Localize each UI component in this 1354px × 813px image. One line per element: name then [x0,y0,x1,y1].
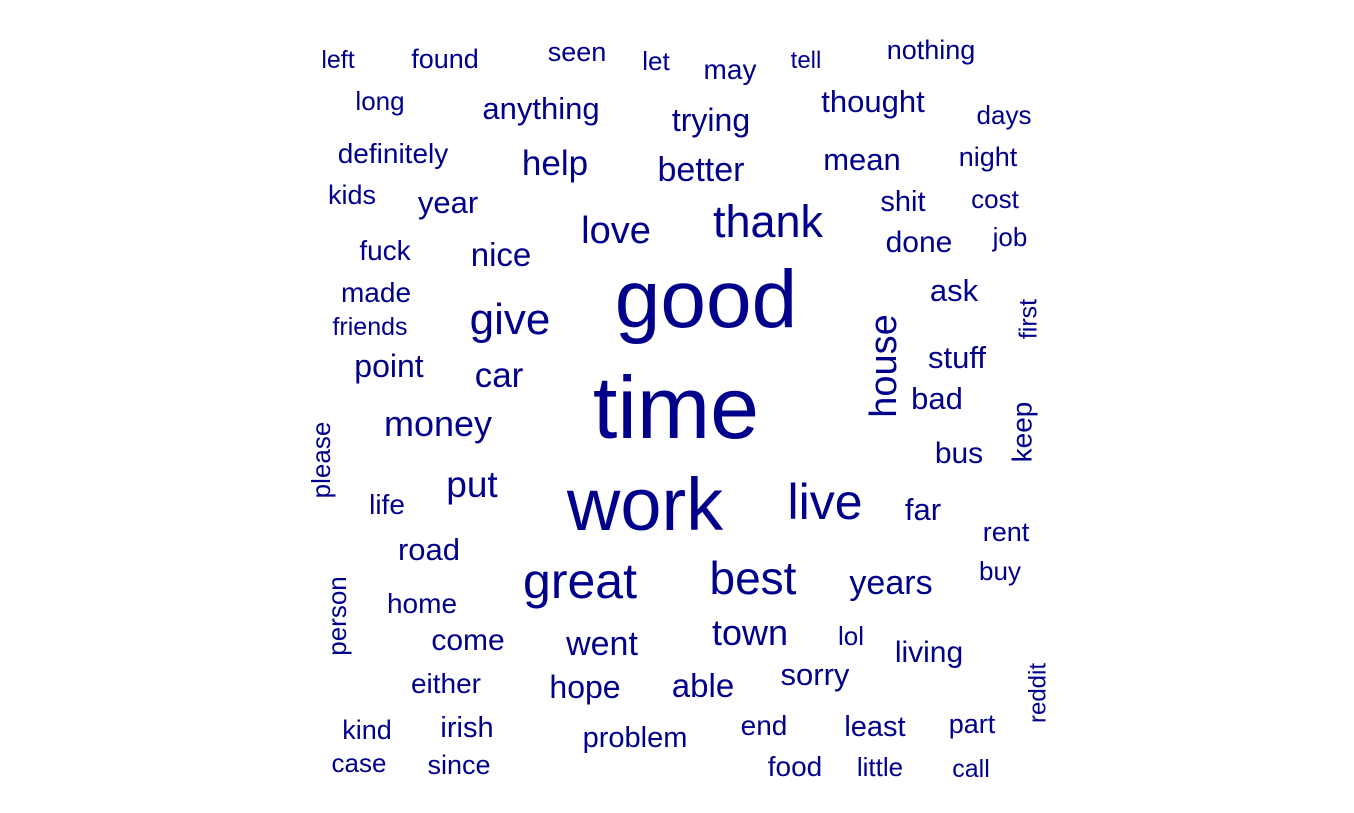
word-good: good [615,254,797,345]
word-lol: lol [838,621,864,651]
word-left: left [321,46,354,74]
word-point: point [354,348,424,384]
word-able: able [672,667,734,704]
word-definitely: definitely [338,138,449,169]
word-house: house [863,314,905,418]
word-live: live [787,474,862,530]
word-work: work [566,463,724,546]
word-love: love [581,210,651,252]
word-seen: seen [548,37,607,67]
word-made: made [341,277,411,308]
word-buy: buy [979,556,1021,586]
word-long: long [355,86,404,116]
word-food: food [768,751,823,782]
word-tell: tell [791,47,822,74]
word-part: part [949,709,996,739]
word-sorry: sorry [781,657,850,692]
word-since: since [427,750,490,780]
word-first: first [1015,299,1043,339]
word-went: went [565,625,638,663]
word-town: town [712,612,788,653]
word-thank: thank [713,196,824,247]
word-put: put [446,464,498,505]
word-let: let [642,46,670,76]
word-help: help [522,144,588,183]
word-trying: trying [672,102,750,138]
word-thought: thought [821,84,925,119]
word-stuff: stuff [928,340,986,375]
word-problem: problem [583,722,688,754]
word-bus: bus [935,437,983,470]
word-life: life [369,489,405,520]
word-rent: rent [983,517,1030,547]
word-bad: bad [911,381,963,416]
word-time: time [593,358,759,457]
word-hope: hope [549,669,620,705]
word-please: please [306,422,336,499]
word-give: give [470,295,551,344]
word-keep: keep [1006,402,1037,463]
word-little: little [857,752,903,782]
word-person: person [322,576,352,656]
word-either: either [411,668,481,699]
word-anything: anything [482,91,599,126]
word-days: days [977,100,1032,130]
word-irish: irish [440,712,493,744]
word-cost: cost [971,184,1019,214]
word-far: far [905,492,941,527]
word-least: least [844,711,905,743]
word-road: road [398,532,460,567]
word-nothing: nothing [887,35,976,65]
word-living: living [895,636,963,669]
word-found: found [411,44,479,74]
word-shit: shit [880,186,925,218]
word-mean: mean [823,142,901,177]
word-night: night [959,142,1018,172]
word-kids: kids [328,180,376,210]
word-call: call [952,755,990,783]
word-fuck: fuck [359,235,411,266]
word-year: year [418,185,478,220]
word-better: better [658,151,745,189]
word-case: case [332,748,387,778]
word-end: end [741,710,788,741]
word-home: home [387,588,457,619]
word-nice: nice [471,236,532,273]
word-job: job [992,222,1028,252]
word-money: money [384,403,492,444]
word-reddit: reddit [1024,663,1051,723]
word-friends: friends [332,313,407,341]
word-years: years [849,564,932,602]
word-ask: ask [930,273,979,308]
word-best: best [710,552,797,604]
word-car: car [475,356,524,395]
word-done: done [886,226,953,259]
word-may: may [704,54,757,85]
word-come: come [431,624,504,657]
word-kind: kind [342,715,392,745]
word-great: great [523,553,637,609]
